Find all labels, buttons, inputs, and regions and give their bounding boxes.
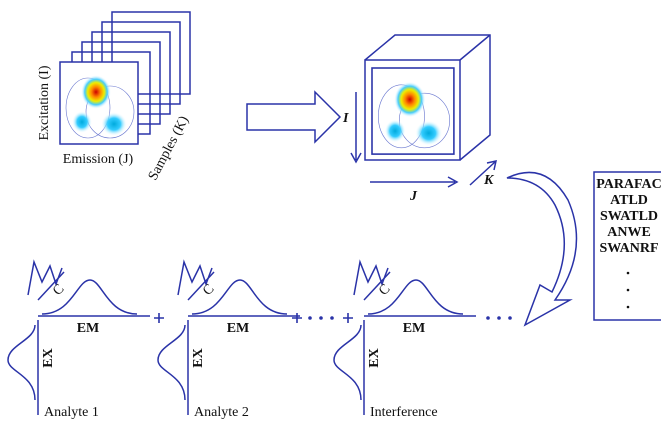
ex-label: EX (41, 348, 56, 367)
ex-label: EX (367, 348, 382, 367)
emission-label: Emission (J) (63, 152, 134, 167)
em-label: EM (403, 321, 426, 336)
excitation-label: Excitation (I) (37, 65, 52, 140)
cube (364, 34, 491, 161)
k-label: K (483, 173, 495, 188)
algorithm: ATLD (610, 193, 648, 208)
j-label: J (409, 189, 418, 204)
algorithm-box (593, 171, 661, 321)
c-profile (177, 259, 213, 296)
ex-profile (333, 324, 362, 401)
algorithm: SWANRF (599, 241, 658, 256)
algorithm: PARAFAC (596, 177, 661, 192)
plus-signs (154, 313, 353, 323)
algorithm: SWATLD (600, 209, 658, 224)
ex-label: EX (191, 348, 206, 367)
slice-stack (59, 11, 191, 145)
em-label: EM (77, 321, 100, 336)
c-axis (363, 271, 391, 301)
em-label: EM (227, 321, 250, 336)
component-label: Interference (370, 405, 438, 420)
em-profile (191, 279, 288, 315)
ex-profile (157, 324, 186, 401)
algorithm: ANWE (607, 225, 651, 240)
arrow (246, 90, 342, 144)
component-label: Analyte 1 (44, 405, 99, 420)
ex-profile (7, 324, 36, 401)
curved-arrow (506, 171, 578, 327)
component-label: Analyte 2 (194, 405, 249, 420)
c-profile (27, 259, 63, 296)
j-arrow (370, 176, 459, 188)
c-axis (37, 271, 65, 301)
em-profile (367, 279, 464, 315)
ellipsis (308, 316, 512, 320)
box-dots (626, 271, 630, 309)
i-label: I (342, 111, 349, 126)
c-axis (187, 271, 215, 301)
i-arrow (350, 92, 362, 164)
em-profile (41, 279, 138, 315)
c-profile (353, 259, 389, 296)
k-arrow (469, 160, 497, 186)
